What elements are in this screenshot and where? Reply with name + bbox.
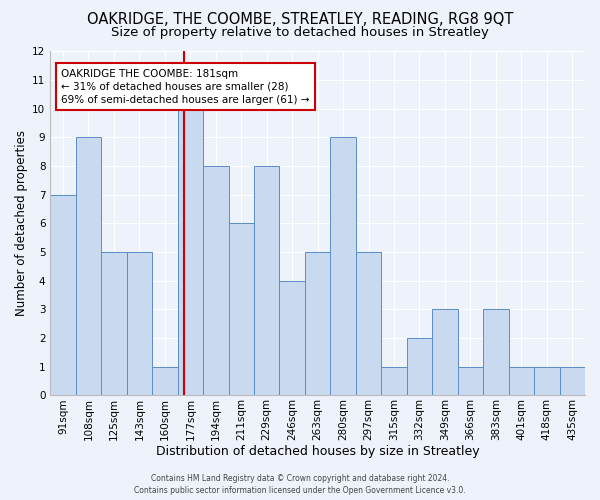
Text: OAKRIDGE THE COOMBE: 181sqm
← 31% of detached houses are smaller (28)
69% of sem: OAKRIDGE THE COOMBE: 181sqm ← 31% of det… (61, 68, 310, 105)
Bar (560, 367, 585, 396)
Text: Size of property relative to detached houses in Streatley: Size of property relative to detached ho… (111, 26, 489, 39)
Bar (432, 310, 458, 396)
Bar (356, 252, 381, 396)
Bar (203, 166, 229, 396)
Bar (127, 252, 152, 396)
Y-axis label: Number of detached properties: Number of detached properties (15, 130, 28, 316)
Bar (458, 367, 483, 396)
Text: Contains HM Land Registry data © Crown copyright and database right 2024.
Contai: Contains HM Land Registry data © Crown c… (134, 474, 466, 495)
Bar (331, 138, 356, 396)
Bar (305, 252, 331, 396)
Bar (534, 367, 560, 396)
Bar (254, 166, 280, 396)
Text: OAKRIDGE, THE COOMBE, STREATLEY, READING, RG8 9QT: OAKRIDGE, THE COOMBE, STREATLEY, READING… (87, 12, 513, 28)
Bar (178, 109, 203, 396)
X-axis label: Distribution of detached houses by size in Streatley: Distribution of detached houses by size … (156, 444, 479, 458)
Bar (483, 310, 509, 396)
Bar (509, 367, 534, 396)
Bar (50, 195, 76, 396)
Bar (407, 338, 432, 396)
Bar (101, 252, 127, 396)
Bar (76, 138, 101, 396)
Bar (381, 367, 407, 396)
Bar (152, 367, 178, 396)
Bar (280, 281, 305, 396)
Bar (229, 224, 254, 396)
